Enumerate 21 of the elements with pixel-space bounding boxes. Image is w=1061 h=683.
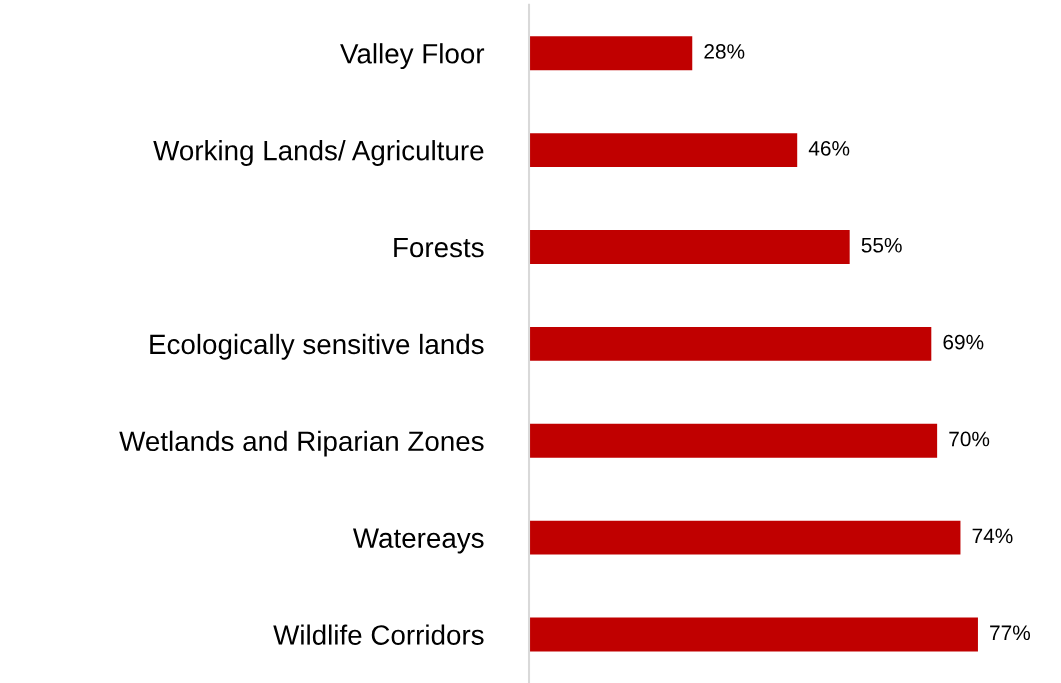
bar bbox=[529, 423, 938, 458]
y-tick-label: Ecologically sensitive lands bbox=[150, 333, 484, 360]
data-label: 77% bbox=[990, 625, 1031, 641]
data-label: 46% bbox=[808, 140, 850, 156]
data-label: 70% bbox=[949, 431, 990, 447]
bar bbox=[529, 36, 693, 71]
data-label: 69% bbox=[943, 334, 984, 350]
bar bbox=[529, 520, 961, 555]
y-tick-label: Wetlands and Riparian Zones bbox=[119, 430, 484, 457]
y-tick-label: Watereays bbox=[352, 528, 484, 554]
y-tick-label: Working Lands/ Agriculture bbox=[153, 140, 484, 166]
bar bbox=[529, 133, 798, 168]
data-label: 55% bbox=[861, 237, 902, 253]
y-tick-label: Valley Floor bbox=[340, 43, 485, 70]
data-label: 28% bbox=[704, 44, 745, 59]
y-tick-label: Wildlife Corridors bbox=[273, 624, 484, 645]
bar bbox=[529, 230, 850, 264]
y-tick-label: Forests bbox=[394, 237, 484, 258]
bar bbox=[529, 617, 978, 652]
bar bbox=[529, 326, 932, 361]
data-label: 74% bbox=[972, 528, 1013, 544]
